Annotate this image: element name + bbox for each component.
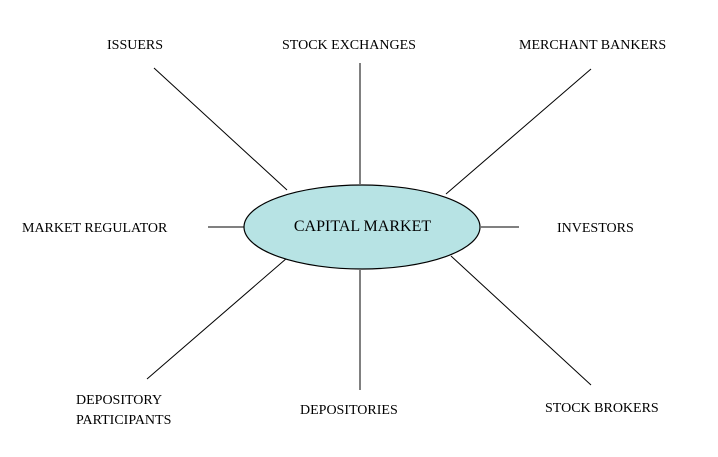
connector-depository-participants [146,257,288,380]
issuers-label: ISSUERS [107,38,164,53]
stock-brokers-label: STOCK BROKERS [545,401,659,416]
connector-issuers [153,67,288,191]
stock-exchanges-label: STOCK EXCHANGES [282,38,416,53]
market-regulator-label: MARKET REGULATOR [22,221,168,236]
depository-participants-label-line1: DEPOSITORY [76,393,163,408]
connector-merchant-bankers [445,68,592,195]
capital-market-label: CAPITAL MARKET [293,218,432,235]
depository-participants-label-line2: PARTICIPANTS [76,413,172,428]
depositories-label: DEPOSITORIES [300,403,398,418]
connector-stock-brokers [450,255,592,386]
merchant-bankers-label: MERCHANT BANKERS [519,38,667,53]
capital-market-ellipse [243,184,481,270]
investors-label: INVESTORS [557,221,634,236]
